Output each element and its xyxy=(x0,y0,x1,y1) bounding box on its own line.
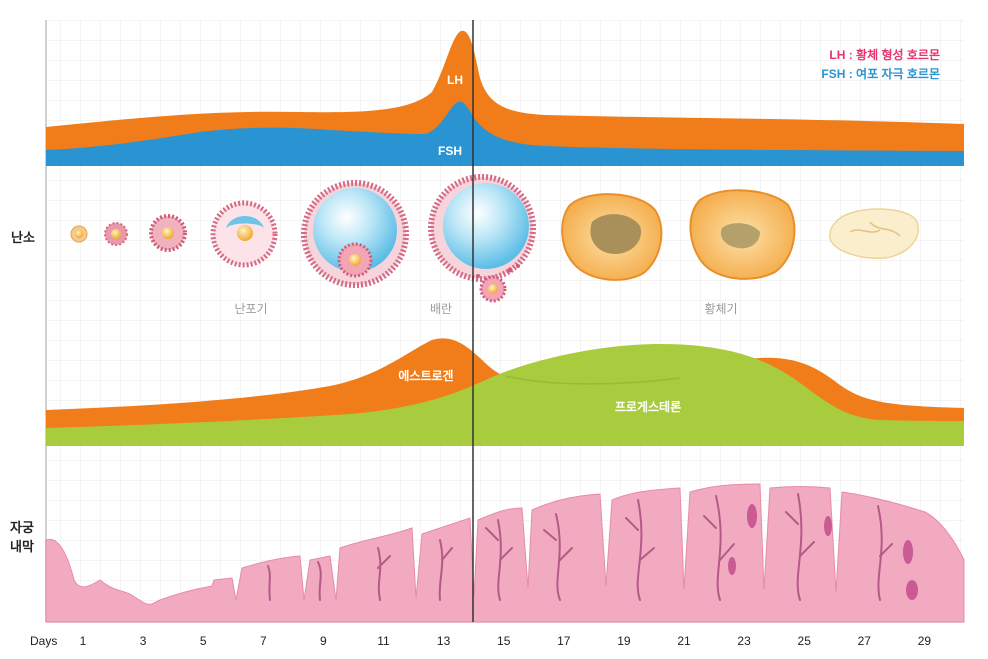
day-tick-1: 1 xyxy=(80,634,87,648)
phase-ovulation: 배란 xyxy=(430,302,452,316)
day-tick-13: 13 xyxy=(437,634,451,648)
day-tick-19: 19 xyxy=(617,634,631,648)
endometrial-vessels xyxy=(728,504,918,600)
corpus-luteum-early xyxy=(561,193,663,281)
ovarian-hormone-curves: 에스트로겐 프로게스테론 xyxy=(46,338,964,446)
day-tick-7: 7 xyxy=(260,634,267,648)
day-tick-25: 25 xyxy=(798,634,812,648)
estrogen-label: 에스트로겐 xyxy=(398,368,453,383)
day-tick-15: 15 xyxy=(497,634,511,648)
row-label-endometrium-2: 내막 xyxy=(10,539,34,554)
phase-follicular: 난포기 xyxy=(234,302,267,316)
antral-follicle xyxy=(301,180,409,288)
secondary-follicle xyxy=(149,214,187,252)
day-tick-11: 11 xyxy=(377,634,390,648)
corpus-albicans xyxy=(829,208,919,259)
primary-follicle xyxy=(104,222,128,246)
day-tick-3: 3 xyxy=(140,634,147,648)
fsh-label: FSH xyxy=(438,144,462,158)
progesterone-label: 프로게스테론 xyxy=(615,399,681,414)
fsh-curve xyxy=(46,101,964,166)
follicle-stages xyxy=(70,174,919,303)
day-tick-9: 9 xyxy=(320,634,327,648)
progesterone-curve xyxy=(46,344,964,446)
day-tick-27: 27 xyxy=(858,634,872,648)
endometrium-lining xyxy=(45,483,965,623)
corpus-luteum-mature xyxy=(689,189,796,280)
legend-fsh: FSH : 여포 자극 호르몬 xyxy=(821,66,940,81)
row-label-ovary: 난소 xyxy=(11,230,35,245)
progesterone-contour xyxy=(505,375,681,385)
day-tick-labels: 1 3 5 7 9 11 13 15 17 19 21 23 25 27 29 xyxy=(80,634,932,648)
endometrial-glands xyxy=(267,493,893,601)
day-tick-5: 5 xyxy=(200,634,207,648)
pituitary-hormone-curves: LH FSH xyxy=(46,30,964,166)
lh-label: LH xyxy=(447,73,463,87)
day-tick-17: 17 xyxy=(557,634,571,648)
early-antral-follicle xyxy=(210,200,278,268)
phase-luteal: 황체기 xyxy=(704,302,737,316)
primordial-follicle xyxy=(70,225,88,243)
axis-label-days: Days xyxy=(30,634,57,648)
day-tick-29: 29 xyxy=(918,634,932,648)
legend-lh: LH : 황체 형성 호르몬 xyxy=(829,47,940,62)
ovulating-follicle xyxy=(428,174,536,303)
legend: LH : 황체 형성 호르몬 FSH : 여포 자극 호르몬 xyxy=(821,47,940,81)
day-tick-21: 21 xyxy=(677,634,691,648)
day-tick-23: 23 xyxy=(737,634,751,648)
row-label-endometrium-1: 자궁 xyxy=(10,520,34,535)
endometrium-shape xyxy=(45,483,965,623)
